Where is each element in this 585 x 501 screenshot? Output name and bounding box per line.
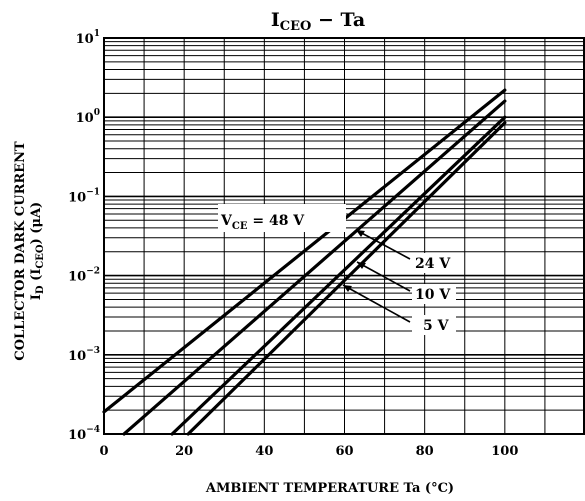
vce-label-bg [218, 204, 346, 232]
leader-24v [355, 229, 411, 260]
arrow-5v [343, 285, 352, 292]
x-tick-label: 80 [416, 444, 434, 459]
plot-frame [103, 37, 585, 435]
leader-10v [356, 261, 411, 292]
x-tick-label: 0 [99, 444, 108, 459]
label-5v-bg [412, 315, 456, 335]
y-axis-label-line1: COLLECTOR DARK CURRENT [13, 141, 28, 361]
label-10v-bg [412, 284, 456, 304]
y-tick-label: 10−3 [68, 346, 100, 364]
arrow-10v [357, 262, 366, 269]
x-tick-labels: 0 20 40 60 80 100 [99, 444, 518, 459]
label-5v: 5 V [423, 318, 450, 334]
y-tick-label: 10−4 [68, 425, 100, 443]
y-tick-label: 10−1 [68, 187, 100, 205]
x-tick-label: 60 [335, 444, 353, 459]
series-line-48v [102, 88, 507, 414]
y-tick-labels: 10−4 10−3 10−2 10−1 100 101 [68, 29, 100, 443]
series-lines [102, 88, 507, 436]
series-line-24v [122, 99, 507, 436]
label-24v-bg [412, 253, 456, 273]
vce-label: VCE = 48 V [220, 213, 305, 232]
y-tick-label: 101 [76, 29, 100, 47]
y-tick-label: 100 [76, 108, 100, 126]
series-line-5v [186, 121, 507, 436]
y-tick-label: 10−2 [68, 267, 100, 285]
y-axis-label-line2: ID (ICEO) (μA) [29, 202, 46, 300]
label-10v: 10 V [415, 287, 451, 303]
chart-title: ICEO − Ta [271, 9, 365, 34]
x-tick-label: 20 [175, 444, 193, 459]
label-24v: 24 V [415, 256, 451, 272]
x-tick-label: 100 [491, 444, 518, 459]
series-line-10v [170, 115, 507, 436]
annotations: VCE = 48 V 24 V 10 V 5 V [218, 204, 456, 335]
y-axis-label: COLLECTOR DARK CURRENT ID (ICEO) (μA) [13, 141, 46, 361]
grid [104, 38, 585, 435]
arrow-24v [356, 230, 365, 237]
leader-5v [342, 284, 411, 323]
x-axis-label: AMBIENT TEMPERATURE Ta (°C) [205, 481, 454, 496]
x-tick-label: 40 [255, 444, 273, 459]
